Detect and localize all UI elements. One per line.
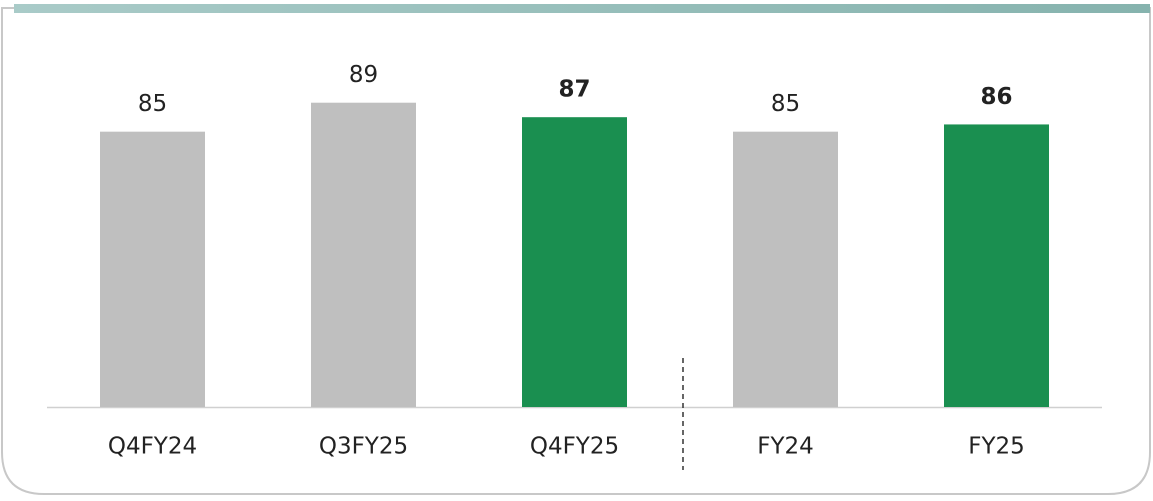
value-label: 86 [980, 84, 1012, 110]
x-tick-label: Q3FY25 [319, 434, 408, 460]
bar [311, 102, 416, 407]
value-label: 87 [558, 77, 590, 103]
x-tick-label: FY24 [757, 434, 814, 460]
value-label: 85 [138, 91, 167, 117]
bar [944, 124, 1049, 407]
x-tick-label: Q4FY25 [530, 434, 619, 460]
bar [522, 117, 627, 407]
bar [733, 131, 838, 407]
x-tick-label: Q4FY24 [108, 434, 197, 460]
x-tick-label: FY25 [968, 434, 1025, 460]
value-label: 85 [771, 91, 800, 117]
top-bar [14, 4, 1150, 13]
bar [100, 131, 205, 407]
value-label: 89 [349, 62, 378, 88]
